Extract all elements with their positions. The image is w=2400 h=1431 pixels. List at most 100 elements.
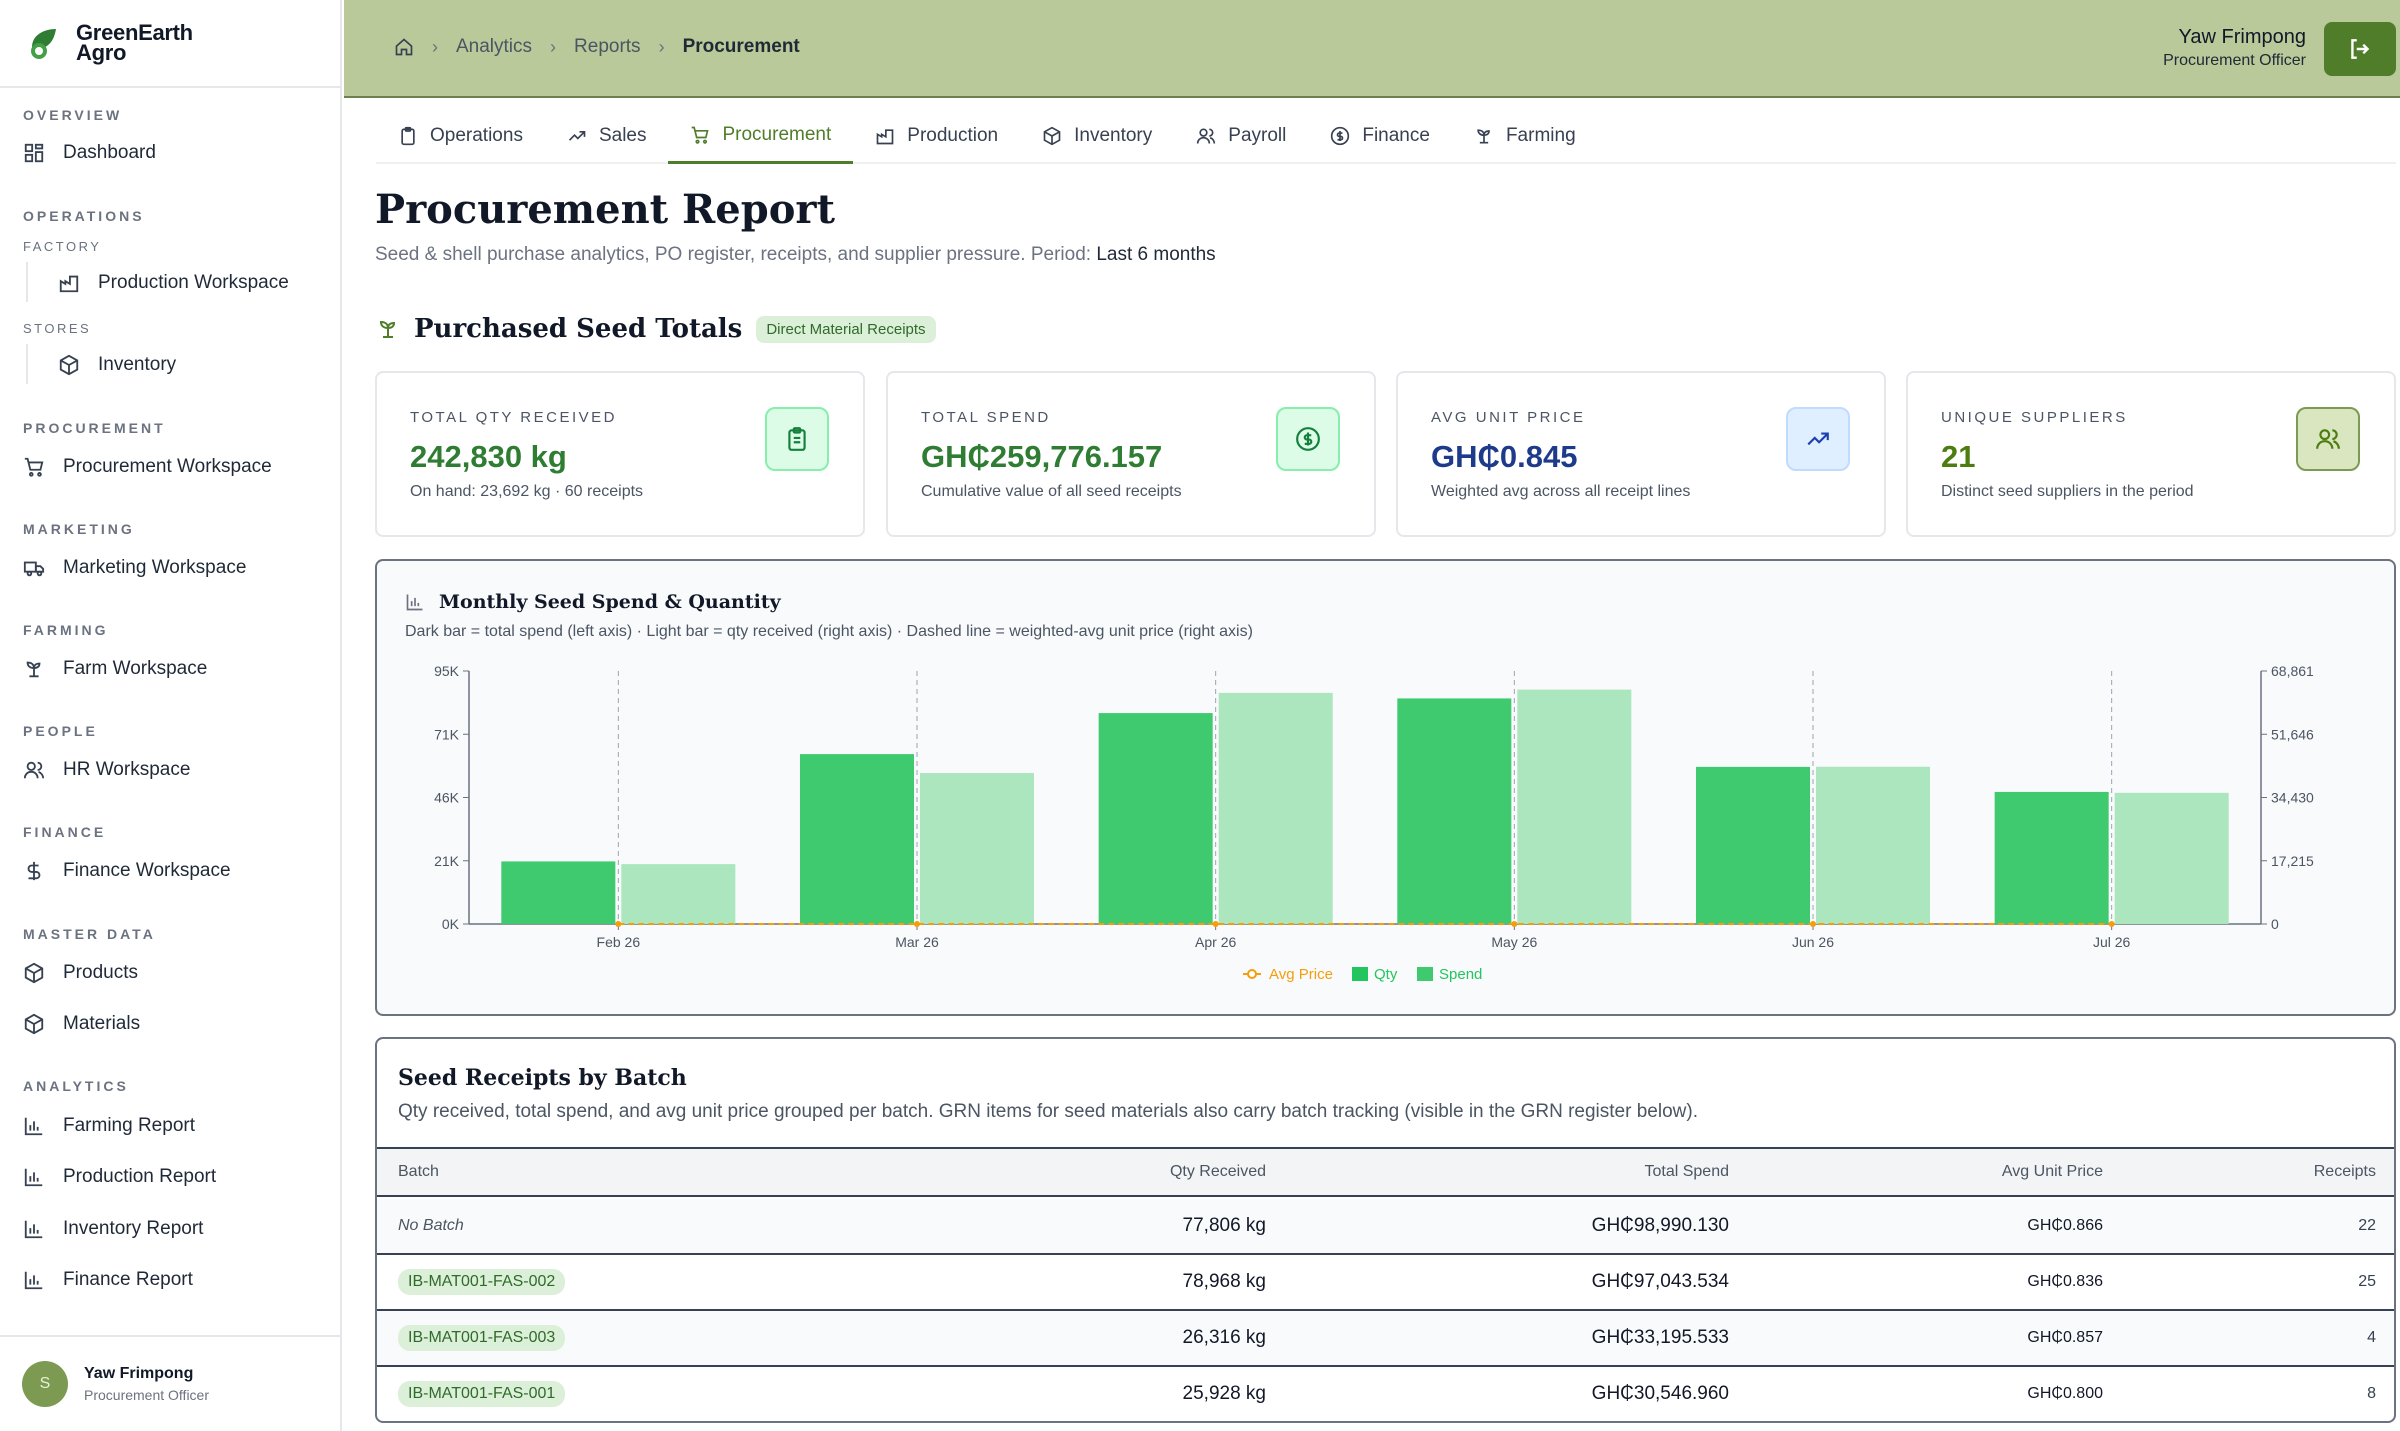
sidebar-item-production-workspace[interactable]: Production Workspace (58, 268, 289, 298)
spend-cell: GH₵98,990.130 (1591, 1215, 1729, 1236)
batch-table-card: Seed Receipts by Batch Qty received, tot… (375, 1037, 2396, 1423)
sidebar-item-inventory[interactable]: Inventory (58, 350, 176, 380)
tab-inventory[interactable]: Inventory (1020, 108, 1174, 164)
period-value: Last 6 months (1096, 244, 1216, 265)
sidebar-item-finance-report[interactable]: Finance Report (23, 1265, 193, 1295)
tab-farming[interactable]: Farming (1452, 108, 1598, 164)
clipboard-icon (401, 126, 415, 146)
sidebar-user-role: Procurement Officer (84, 1387, 210, 1403)
sidebar-item-materials[interactable]: Materials (23, 1009, 140, 1039)
batch-badge: IB-MAT001-FAS-001 (398, 1381, 566, 1407)
chevron-right-icon: › (658, 36, 665, 57)
kpi-note: Weighted avg across all receipt lines (1431, 483, 1691, 500)
spend-cell: GH₵97,043.534 (1591, 1271, 1729, 1292)
col-avg-unit-price[interactable]: Avg Unit Price (2001, 1163, 2103, 1180)
x-tick-label: Apr 26 (1195, 934, 1236, 950)
sidebar-item-hr-workspace[interactable]: HR Workspace (23, 755, 190, 785)
factory-icon (876, 129, 894, 145)
tab-label: Sales (598, 125, 647, 146)
sidebar-item-products[interactable]: Products (23, 958, 138, 988)
table-row[interactable]: IB-MAT001-FAS-003 26,316 kg GH₵33,195.53… (377, 1311, 2394, 1367)
table-row[interactable]: No Batch 77,806 kg GH₵98,990.130 GH₵0.86… (377, 1199, 2394, 1255)
sidebar-item-marketing-workspace[interactable]: Marketing Workspace (23, 553, 246, 583)
tab-label: Procurement (722, 123, 832, 145)
header-user: Yaw Frimpong Procurement Officer (2163, 26, 2306, 70)
kpi-label: TOTAL SPEND (921, 409, 1051, 426)
section-title: Purchased Seed Totals (414, 314, 743, 344)
bar-chart-icon (24, 1117, 43, 1136)
sidebar-item-farming-report[interactable]: Farming Report (23, 1111, 195, 1141)
avg-price-point (615, 920, 622, 927)
chart-card: Monthly Seed Spend & Quantity Dark bar =… (375, 559, 2396, 1016)
tab-operations[interactable]: Operations (376, 108, 545, 164)
tab-production[interactable]: Production (853, 108, 1020, 164)
qty-bar (2114, 792, 2229, 924)
sidebar-item-procurement-workspace[interactable]: Procurement Workspace (23, 452, 272, 482)
nav-section-procurement: PROCUREMENT (23, 420, 166, 436)
kpi-value: 21 (1941, 439, 1976, 474)
logout-button[interactable] (2324, 22, 2396, 76)
tab-label: Inventory (1074, 125, 1153, 146)
sidebar-item-label: Farming Report (63, 1115, 195, 1136)
spend-bar (1696, 766, 1810, 924)
col-qty-received[interactable]: Qty Received (1169, 1163, 1266, 1180)
tab-sales[interactable]: Sales (545, 108, 669, 164)
box-icon (59, 354, 79, 376)
col-batch[interactable]: Batch (398, 1163, 439, 1180)
box-icon (24, 962, 44, 984)
box-icon (1043, 126, 1061, 146)
sidebar-item-production-report[interactable]: Production Report (23, 1162, 216, 1192)
tab-label: Production (907, 125, 999, 146)
sprout-icon (379, 320, 396, 338)
table-row[interactable]: IB-MAT001-FAS-001 25,928 kg GH₵30,546.96… (377, 1367, 2394, 1421)
section-header: Purchased Seed Totals Direct Material Re… (376, 314, 936, 344)
left-tick-label: 46K (434, 790, 460, 806)
sidebar-item-inventory-report[interactable]: Inventory Report (23, 1214, 203, 1244)
home-icon[interactable] (394, 37, 414, 57)
batch-table-subtitle: Qty received, total spend, and avg unit … (398, 1101, 1698, 1122)
users-icon (1197, 128, 1216, 144)
nav-section-analytics: ANALYTICS (23, 1078, 129, 1094)
legend-avg-price-marker (1247, 969, 1257, 979)
breadcrumb-current: Procurement (682, 36, 800, 57)
tab-procurement[interactable]: Procurement (668, 108, 854, 164)
factory-icon (59, 275, 79, 293)
tab-payroll[interactable]: Payroll (1174, 108, 1308, 164)
nav-section-people: PEOPLE (23, 723, 98, 739)
breadcrumb-analytics[interactable]: Analytics (456, 36, 533, 57)
breadcrumb-reports[interactable]: Reports (574, 36, 641, 57)
x-tick-label: May 26 (1491, 934, 1537, 950)
sidebar-user-name: Yaw Frimpong (84, 1365, 194, 1382)
leaf-logo-icon (31, 29, 56, 59)
kpi-value: GH₵259,776.157 (921, 439, 1163, 474)
price-cell: GH₵0.866 (2027, 1217, 2103, 1234)
chart-title: Monthly Seed Spend & Quantity (405, 591, 781, 613)
qty-bar (1218, 692, 1333, 924)
page-subtitle-text: Seed & shell purchase analytics, PO regi… (375, 244, 1097, 265)
breadcrumb: › Analytics › Reports › Procurement (394, 36, 800, 58)
tab-label: Farming (1505, 125, 1576, 146)
receipts-cell: 25 (2358, 1273, 2376, 1290)
sidebar-item-label: Inventory (98, 354, 177, 375)
price-cell: GH₵0.857 (2027, 1329, 2103, 1346)
logout-icon (2351, 39, 2370, 59)
sidebar-user[interactable]: S Yaw Frimpong Procurement Officer (0, 1335, 342, 1431)
sidebar-item-farm-workspace[interactable]: Farm Workspace (23, 654, 207, 684)
brand[interactable]: GreenEarth Agro (0, 0, 340, 88)
brand-name-line1: GreenEarth (76, 20, 193, 45)
header-user-name: Yaw Frimpong (2178, 26, 2306, 48)
table-row[interactable]: IB-MAT001-FAS-002 78,968 kg GH₵97,043.53… (377, 1255, 2394, 1311)
bar-chart-icon (24, 1168, 43, 1187)
col-receipts[interactable]: Receipts (2313, 1163, 2376, 1180)
kpi-card-avg-price: AVG UNIT PRICE GH₵0.845 Weighted avg acr… (1396, 371, 1886, 537)
kpi-label: TOTAL QTY RECEIVED (410, 409, 617, 426)
tab-finance[interactable]: Finance (1308, 108, 1452, 164)
sidebar-item-finance-workspace[interactable]: Finance Workspace (23, 856, 231, 886)
trend-icon (1786, 407, 1850, 471)
avatar: S (22, 1361, 68, 1407)
left-tick-label: 0K (442, 916, 460, 932)
col-total-spend[interactable]: Total Spend (1644, 1163, 1729, 1180)
spend-cell: GH₵30,546.960 (1591, 1383, 1729, 1404)
header-user-role: Procurement Officer (2163, 52, 2306, 69)
sidebar-item-dashboard[interactable]: Dashboard (23, 138, 156, 168)
